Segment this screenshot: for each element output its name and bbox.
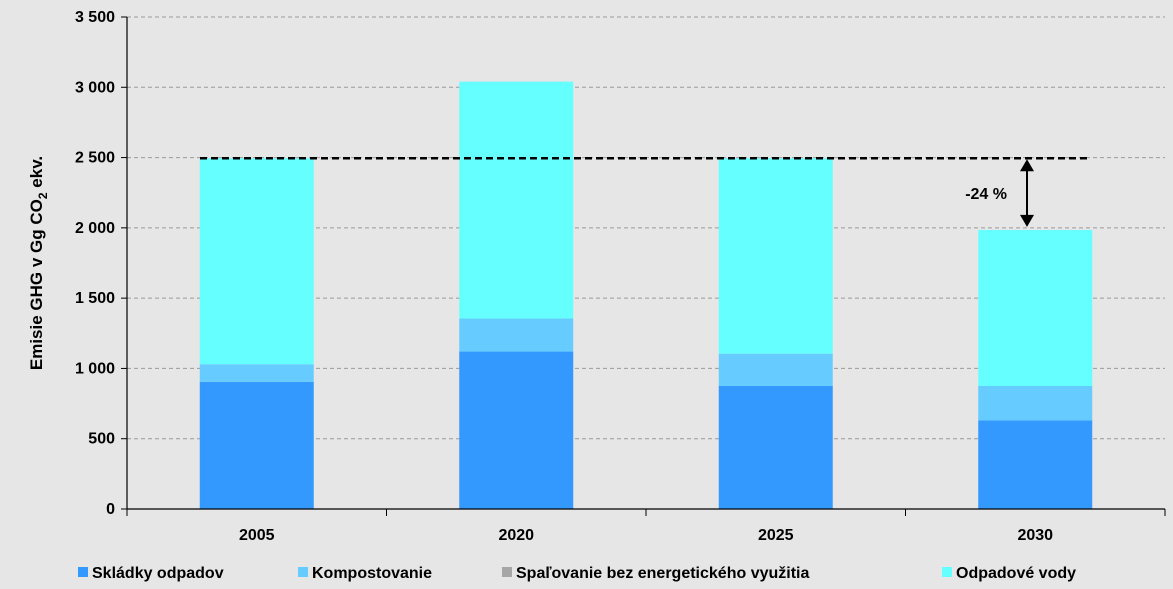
axes-layer: 0 500 1 000 1 500 2 000 2 500 3 000 3 500 2005 20… bbox=[27, 9, 1166, 544]
y-tick-label: 3 500 bbox=[75, 9, 115, 26]
legend-label: Spaľovanie bez energetického využitia bbox=[516, 565, 809, 582]
bar-segment bbox=[459, 351, 574, 509]
legend-swatch bbox=[942, 567, 952, 577]
bar-segment bbox=[459, 318, 574, 352]
bar-segment bbox=[978, 420, 1093, 509]
y-axis-title-subscript: 2 bbox=[36, 192, 50, 199]
y-tick-label: 2 000 bbox=[75, 220, 115, 237]
legend-swatch bbox=[502, 567, 512, 577]
y-tick-label: 2 500 bbox=[75, 150, 115, 167]
x-tick-label: 2030 bbox=[1017, 527, 1053, 544]
y-tick-label: 3 000 bbox=[75, 79, 115, 96]
y-tick-label: 0 bbox=[106, 501, 115, 518]
y-axis-title-tail: ekv. bbox=[27, 156, 46, 193]
legend-swatch bbox=[78, 567, 88, 577]
x-tick-label: 2020 bbox=[498, 527, 534, 544]
legend-label: Kompostovanie bbox=[312, 565, 432, 582]
bar-segment bbox=[978, 229, 1093, 386]
legend-label: Odpadové vody bbox=[956, 565, 1076, 582]
annotation-label: -24 % bbox=[965, 186, 1007, 203]
x-tick-label: 2025 bbox=[758, 527, 794, 544]
y-axis-title: Emisie GHG v Gg CO2 ekv. bbox=[27, 156, 50, 370]
bar-segment bbox=[199, 381, 314, 509]
y-axis-title-main: Emisie GHG v Gg CO bbox=[27, 199, 46, 370]
bar-segment bbox=[718, 158, 833, 354]
bar-segment bbox=[199, 158, 314, 365]
legend-label: Skládky odpadov bbox=[92, 565, 224, 582]
y-tick-label: 1 000 bbox=[75, 360, 115, 377]
bar-segment bbox=[459, 81, 574, 319]
bars-layer bbox=[199, 81, 1093, 509]
y-tick-label: 500 bbox=[88, 431, 115, 448]
legend: Skládky odpadov Kompostovanie Spaľovanie b… bbox=[78, 565, 1076, 582]
bar-segment bbox=[718, 353, 833, 386]
annotation-arrow-head-up bbox=[1020, 159, 1034, 172]
legend-swatch bbox=[298, 567, 308, 577]
overlay-layer: -24 % bbox=[200, 157, 1090, 227]
y-tick-label: 1 500 bbox=[75, 290, 115, 307]
annotation-arrow-head-down bbox=[1020, 214, 1034, 227]
bar-segment bbox=[199, 364, 314, 382]
x-tick-label: 2005 bbox=[239, 527, 275, 544]
bar-segment bbox=[718, 386, 833, 509]
bar-segment bbox=[978, 386, 1093, 421]
